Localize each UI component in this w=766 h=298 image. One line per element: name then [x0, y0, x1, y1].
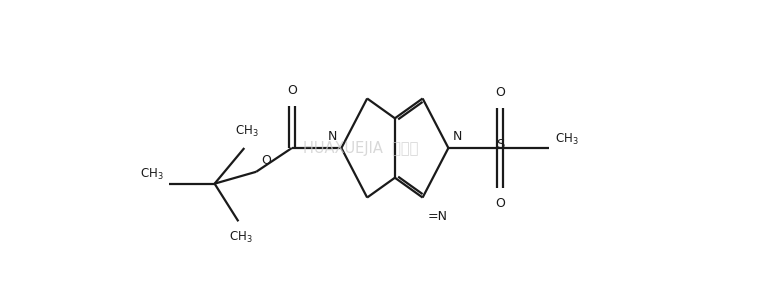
Text: HUAXUEJIA  化学加: HUAXUEJIA 化学加: [303, 141, 418, 156]
Text: O: O: [287, 85, 296, 97]
Text: CH$_3$: CH$_3$: [140, 167, 164, 182]
Text: N: N: [453, 130, 462, 143]
Text: CH$_3$: CH$_3$: [235, 124, 259, 139]
Text: O: O: [261, 154, 271, 167]
Text: CH$_3$: CH$_3$: [230, 230, 254, 245]
Text: N: N: [328, 130, 338, 143]
Text: =N: =N: [427, 210, 447, 224]
Text: S: S: [496, 138, 504, 150]
Text: O: O: [495, 86, 505, 100]
Text: O: O: [495, 197, 505, 209]
Text: CH$_3$: CH$_3$: [555, 131, 579, 147]
